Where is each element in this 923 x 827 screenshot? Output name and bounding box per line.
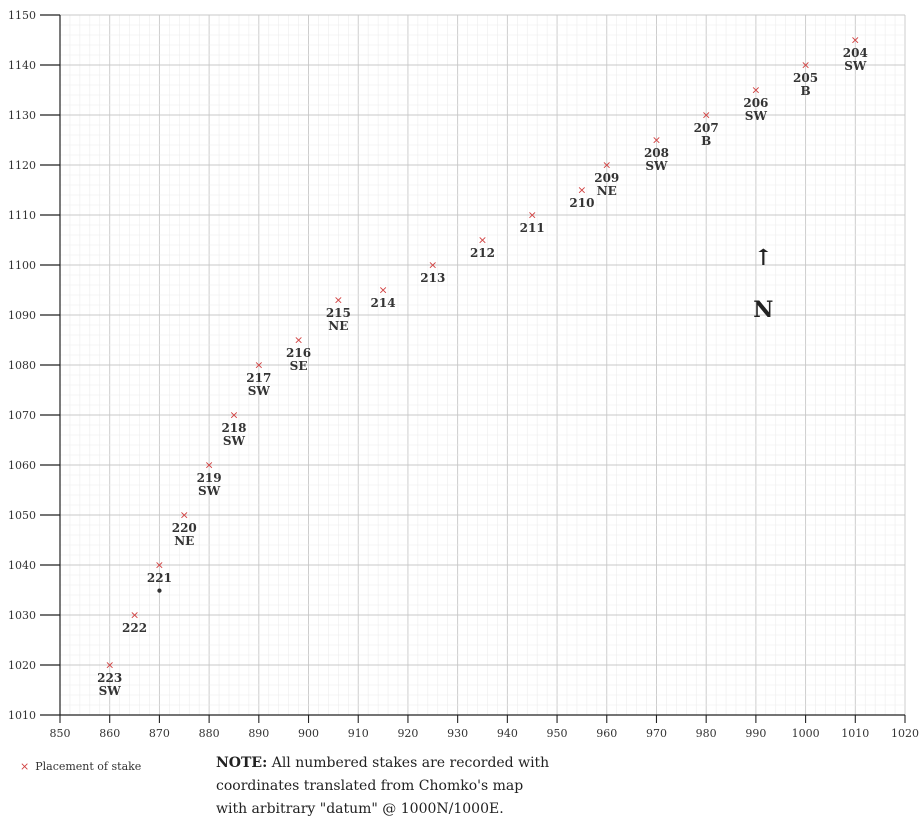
- stake-number: 217: [246, 371, 271, 385]
- stake-marker: ×: [652, 134, 661, 147]
- x-tick-label: 930: [447, 727, 468, 740]
- stake-number: 220: [172, 521, 197, 535]
- y-tick-label: 1060: [8, 459, 36, 472]
- stake-marker: ×: [105, 659, 114, 672]
- stake-number: 204: [843, 46, 868, 60]
- x-tick-label: 990: [745, 727, 766, 740]
- stake-number: 213: [420, 271, 445, 285]
- x-tick-label: 1000: [792, 727, 820, 740]
- stake-number: 207: [694, 121, 719, 135]
- stake-marker: ×: [528, 209, 537, 222]
- x-tick-label: 1010: [841, 727, 869, 740]
- x-tick-label: 910: [348, 727, 369, 740]
- stake-marker: ×: [851, 34, 860, 47]
- y-tick-label: 1130: [8, 109, 36, 122]
- y-tick-label: 1140: [8, 59, 36, 72]
- stake-marker: ×: [334, 294, 343, 307]
- stake-number: 209: [594, 171, 619, 185]
- stake-marker: ×: [205, 459, 214, 472]
- stake-position: SW: [198, 484, 221, 498]
- stake-marker: ×: [577, 184, 586, 197]
- stake-position: •: [156, 584, 164, 598]
- note-heading: NOTE:: [216, 755, 268, 771]
- x-tick-label: 950: [547, 727, 568, 740]
- north-label: N: [753, 297, 773, 323]
- y-tick-label: 1010: [8, 709, 36, 722]
- x-tick-label: 1020: [891, 727, 919, 740]
- note-line-2: coordinates translated from Chomko's map: [216, 778, 524, 794]
- stake-marker: ×: [294, 334, 303, 347]
- north-arrow-head: [758, 248, 769, 252]
- stake-position: NE: [597, 184, 617, 198]
- y-tick-label: 1080: [8, 359, 36, 372]
- note-line-1: NOTE: All numbered stakes are recorded w…: [216, 755, 550, 771]
- stake-number: 215: [326, 306, 351, 320]
- stake-marker: ×: [155, 559, 164, 572]
- stake-number: 214: [371, 296, 396, 310]
- stake-marker: ×: [478, 234, 487, 247]
- stake-number: 208: [644, 146, 669, 160]
- x-tick-label: 880: [199, 727, 220, 740]
- stake-marker: ×: [229, 409, 238, 422]
- x-tick-label: 890: [248, 727, 269, 740]
- legend-label: Placement of stake: [35, 760, 142, 773]
- stake-position: B: [701, 134, 711, 148]
- stake-marker: ×: [428, 259, 437, 272]
- stake-position: SW: [99, 684, 122, 698]
- y-tick-label: 1150: [8, 9, 36, 22]
- x-tick-label: 940: [497, 727, 518, 740]
- stake-number: 212: [470, 246, 495, 260]
- x-tick-label: 870: [149, 727, 170, 740]
- x-tick-label: 860: [99, 727, 120, 740]
- x-tick-label: 960: [596, 727, 617, 740]
- stake-chart: 1010 1020 1030 1040 1050 1060 1070 1080 1090 1100…: [8, 9, 919, 740]
- x-tick-label: 970: [646, 727, 667, 740]
- stake-marker: ×: [702, 109, 711, 122]
- stake-position: SW: [223, 434, 246, 448]
- note-line-3: with arbitrary "datum" @ 1000N/1000E.: [216, 801, 504, 817]
- stake-position: SE: [290, 359, 308, 373]
- y-tick-label: 1030: [8, 609, 36, 622]
- x-tick-label: 850: [50, 727, 71, 740]
- stake-marker: ×: [602, 159, 611, 172]
- stake-number: 222: [122, 621, 147, 635]
- stake-marker-icon: ×: [20, 760, 30, 773]
- y-tick-label: 1050: [8, 509, 36, 522]
- stake-position: SW: [645, 159, 668, 173]
- stake-marker: ×: [801, 59, 810, 72]
- stake-number: 221: [147, 571, 172, 585]
- stake-number: 206: [743, 96, 768, 110]
- stake-position: B: [801, 84, 811, 98]
- stake-marker: ×: [180, 509, 189, 522]
- x-tick-label: 980: [696, 727, 717, 740]
- stake-position: NE: [328, 319, 348, 333]
- y-tick-label: 1070: [8, 409, 36, 422]
- stake-number: 219: [197, 471, 222, 485]
- y-tick-label: 1020: [8, 659, 36, 672]
- y-tick-label: 1040: [8, 559, 36, 572]
- stake-number: 216: [286, 346, 311, 360]
- stake-number: 223: [97, 671, 122, 685]
- x-tick-label: 920: [397, 727, 418, 740]
- x-tick-label: 900: [298, 727, 319, 740]
- stake-position: SW: [248, 384, 271, 398]
- stake-marker: ×: [751, 84, 760, 97]
- stake-number: 211: [520, 221, 545, 235]
- stake-position: NE: [174, 534, 194, 548]
- stake-marker: ×: [378, 284, 387, 297]
- note: NOTE: All numbered stakes are recorded w…: [216, 752, 636, 821]
- stake-number: 218: [221, 421, 246, 435]
- y-tick-label: 1100: [8, 259, 36, 272]
- stake-number: 205: [793, 71, 818, 85]
- stake-marker: ×: [254, 359, 263, 372]
- stake-position: SW: [844, 59, 867, 73]
- y-tick-label: 1090: [8, 309, 36, 322]
- stake-number: 210: [569, 196, 594, 210]
- stake-marker: ×: [130, 609, 139, 622]
- y-tick-label: 1120: [8, 159, 36, 172]
- stake-position: SW: [745, 109, 768, 123]
- y-tick-label: 1110: [8, 209, 36, 222]
- legend: × Placement of stake: [20, 760, 141, 773]
